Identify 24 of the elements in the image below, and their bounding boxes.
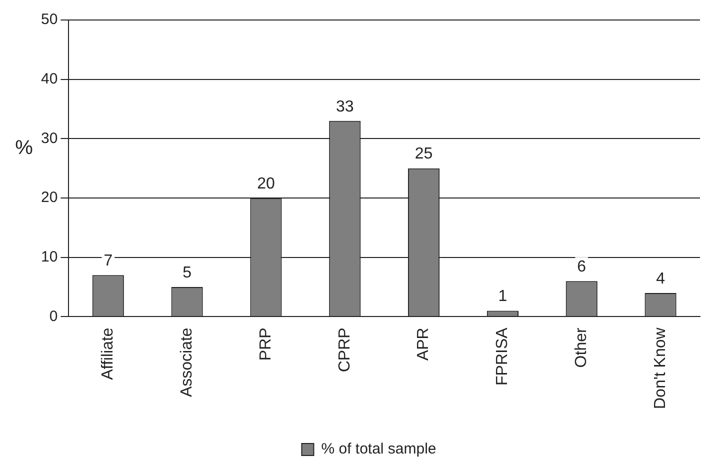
- x-tick-label: APR: [415, 328, 432, 361]
- y-tick-label: 10: [40, 248, 58, 266]
- x-tick-label: Associate: [178, 328, 196, 398]
- data-label: 7: [104, 252, 113, 270]
- legend-label: % of total sample: [321, 440, 436, 458]
- x-tick-label: Don't Know: [652, 327, 669, 410]
- data-label: 25: [414, 146, 433, 163]
- data-label: 20: [257, 175, 275, 192]
- x-tick-label: FPRISA: [494, 327, 512, 386]
- data-label: 1: [498, 288, 508, 306]
- y-tick-label: 40: [40, 70, 58, 88]
- y-tick-label: 20: [40, 189, 58, 206]
- x-tick-label: Affiliate: [100, 328, 117, 380]
- y-tick-label: 50: [40, 11, 58, 28]
- data-label: 6: [577, 258, 586, 276]
- data-label: 33: [336, 98, 354, 116]
- x-tick-label: Other: [573, 327, 590, 368]
- y-tick-label: 30: [40, 130, 58, 147]
- y-tick-label: 0: [49, 308, 58, 325]
- x-tick-label: PRP: [257, 328, 274, 361]
- data-label: 5: [182, 264, 192, 282]
- y-axis-title: %: [15, 136, 34, 159]
- x-tick-label: CPRP: [336, 328, 354, 372]
- data-label: 4: [656, 270, 666, 288]
